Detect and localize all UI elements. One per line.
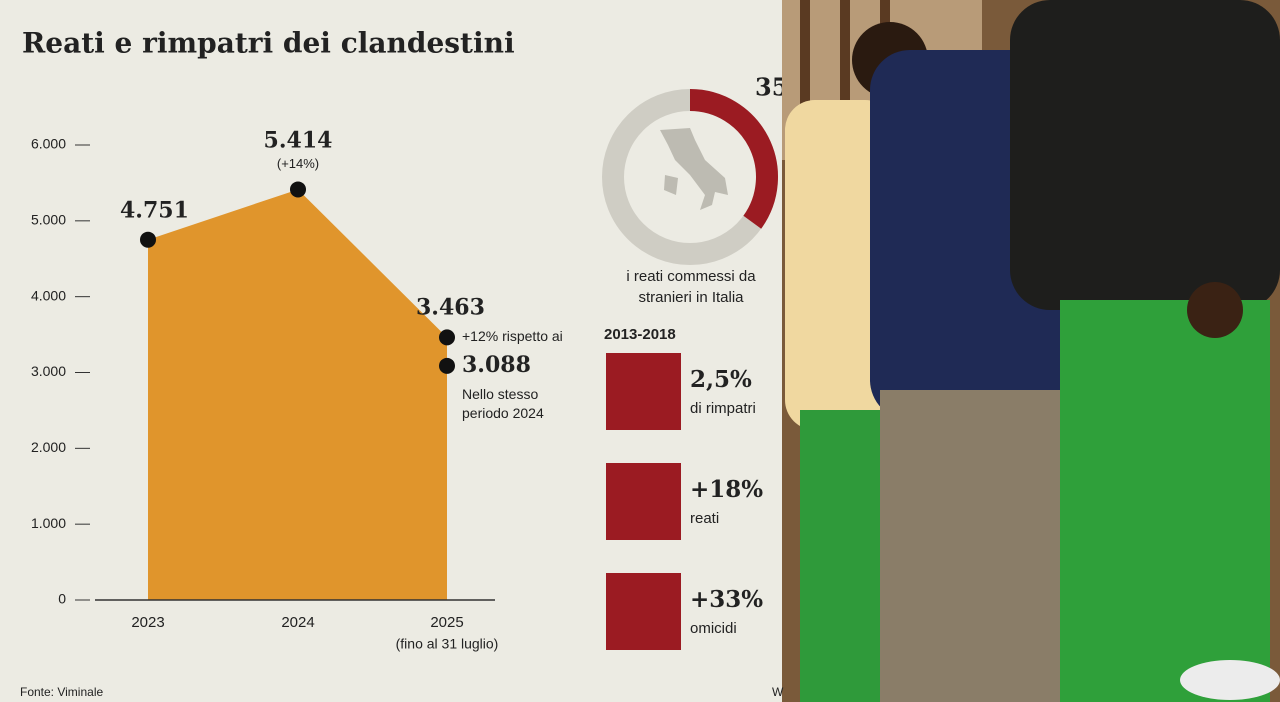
stat-value: 2,5% — [690, 366, 752, 393]
y-tick-label: 1.000 — [31, 515, 66, 531]
italy-shape — [660, 128, 728, 210]
period: 2013-2018 — [604, 326, 676, 343]
donut-segment — [689, 89, 778, 229]
y-tick-label: 2.000 — [31, 439, 66, 455]
point — [140, 231, 156, 248]
donut-caption: i reati commessi da stranieri in Italia — [626, 268, 756, 306]
y-tick-label: 0 — [58, 591, 66, 607]
x-tick-label: 2023 — [131, 614, 164, 631]
y-tick-label: 3.000 — [31, 363, 66, 379]
photo — [782, 0, 1280, 702]
icon-gun — [606, 573, 681, 650]
value-label: 3.463 — [416, 294, 485, 320]
source: Fonte: Viminale — [20, 685, 103, 699]
value-label: 4.751 — [120, 198, 189, 224]
y-tick-label: 6.000 — [31, 136, 66, 152]
stat-value: +18% — [690, 476, 764, 503]
x-tick-label: 2024 — [281, 614, 314, 631]
stat-label: di rimpatri — [690, 400, 756, 417]
credit: W — [772, 685, 784, 699]
area — [148, 189, 447, 600]
title: Reati e rimpatri dei clandestini — [22, 27, 515, 60]
stat-value: +33% — [690, 586, 764, 613]
point — [290, 181, 306, 198]
annotation: (+14%) — [277, 156, 319, 171]
x-note: (fino al 31 luglio) — [396, 636, 499, 652]
annotation: +12% rispetto ai — [462, 328, 563, 344]
y-tick-label: 4.000 — [31, 287, 66, 303]
reference-point — [439, 357, 455, 374]
point — [439, 329, 455, 346]
stat-label: omicidi — [690, 620, 737, 637]
y-tick-label: 5.000 — [31, 212, 66, 228]
stat-label: reati — [690, 510, 720, 527]
reference-label: Nello stesso periodo 2024 — [462, 386, 544, 421]
x-tick-label: 2025 — [430, 614, 463, 631]
reference-value-label: 3.088 — [462, 352, 531, 378]
value-label: 5.414 — [264, 127, 333, 153]
icon-globe — [606, 353, 681, 430]
icon-handcuffs — [606, 463, 681, 540]
